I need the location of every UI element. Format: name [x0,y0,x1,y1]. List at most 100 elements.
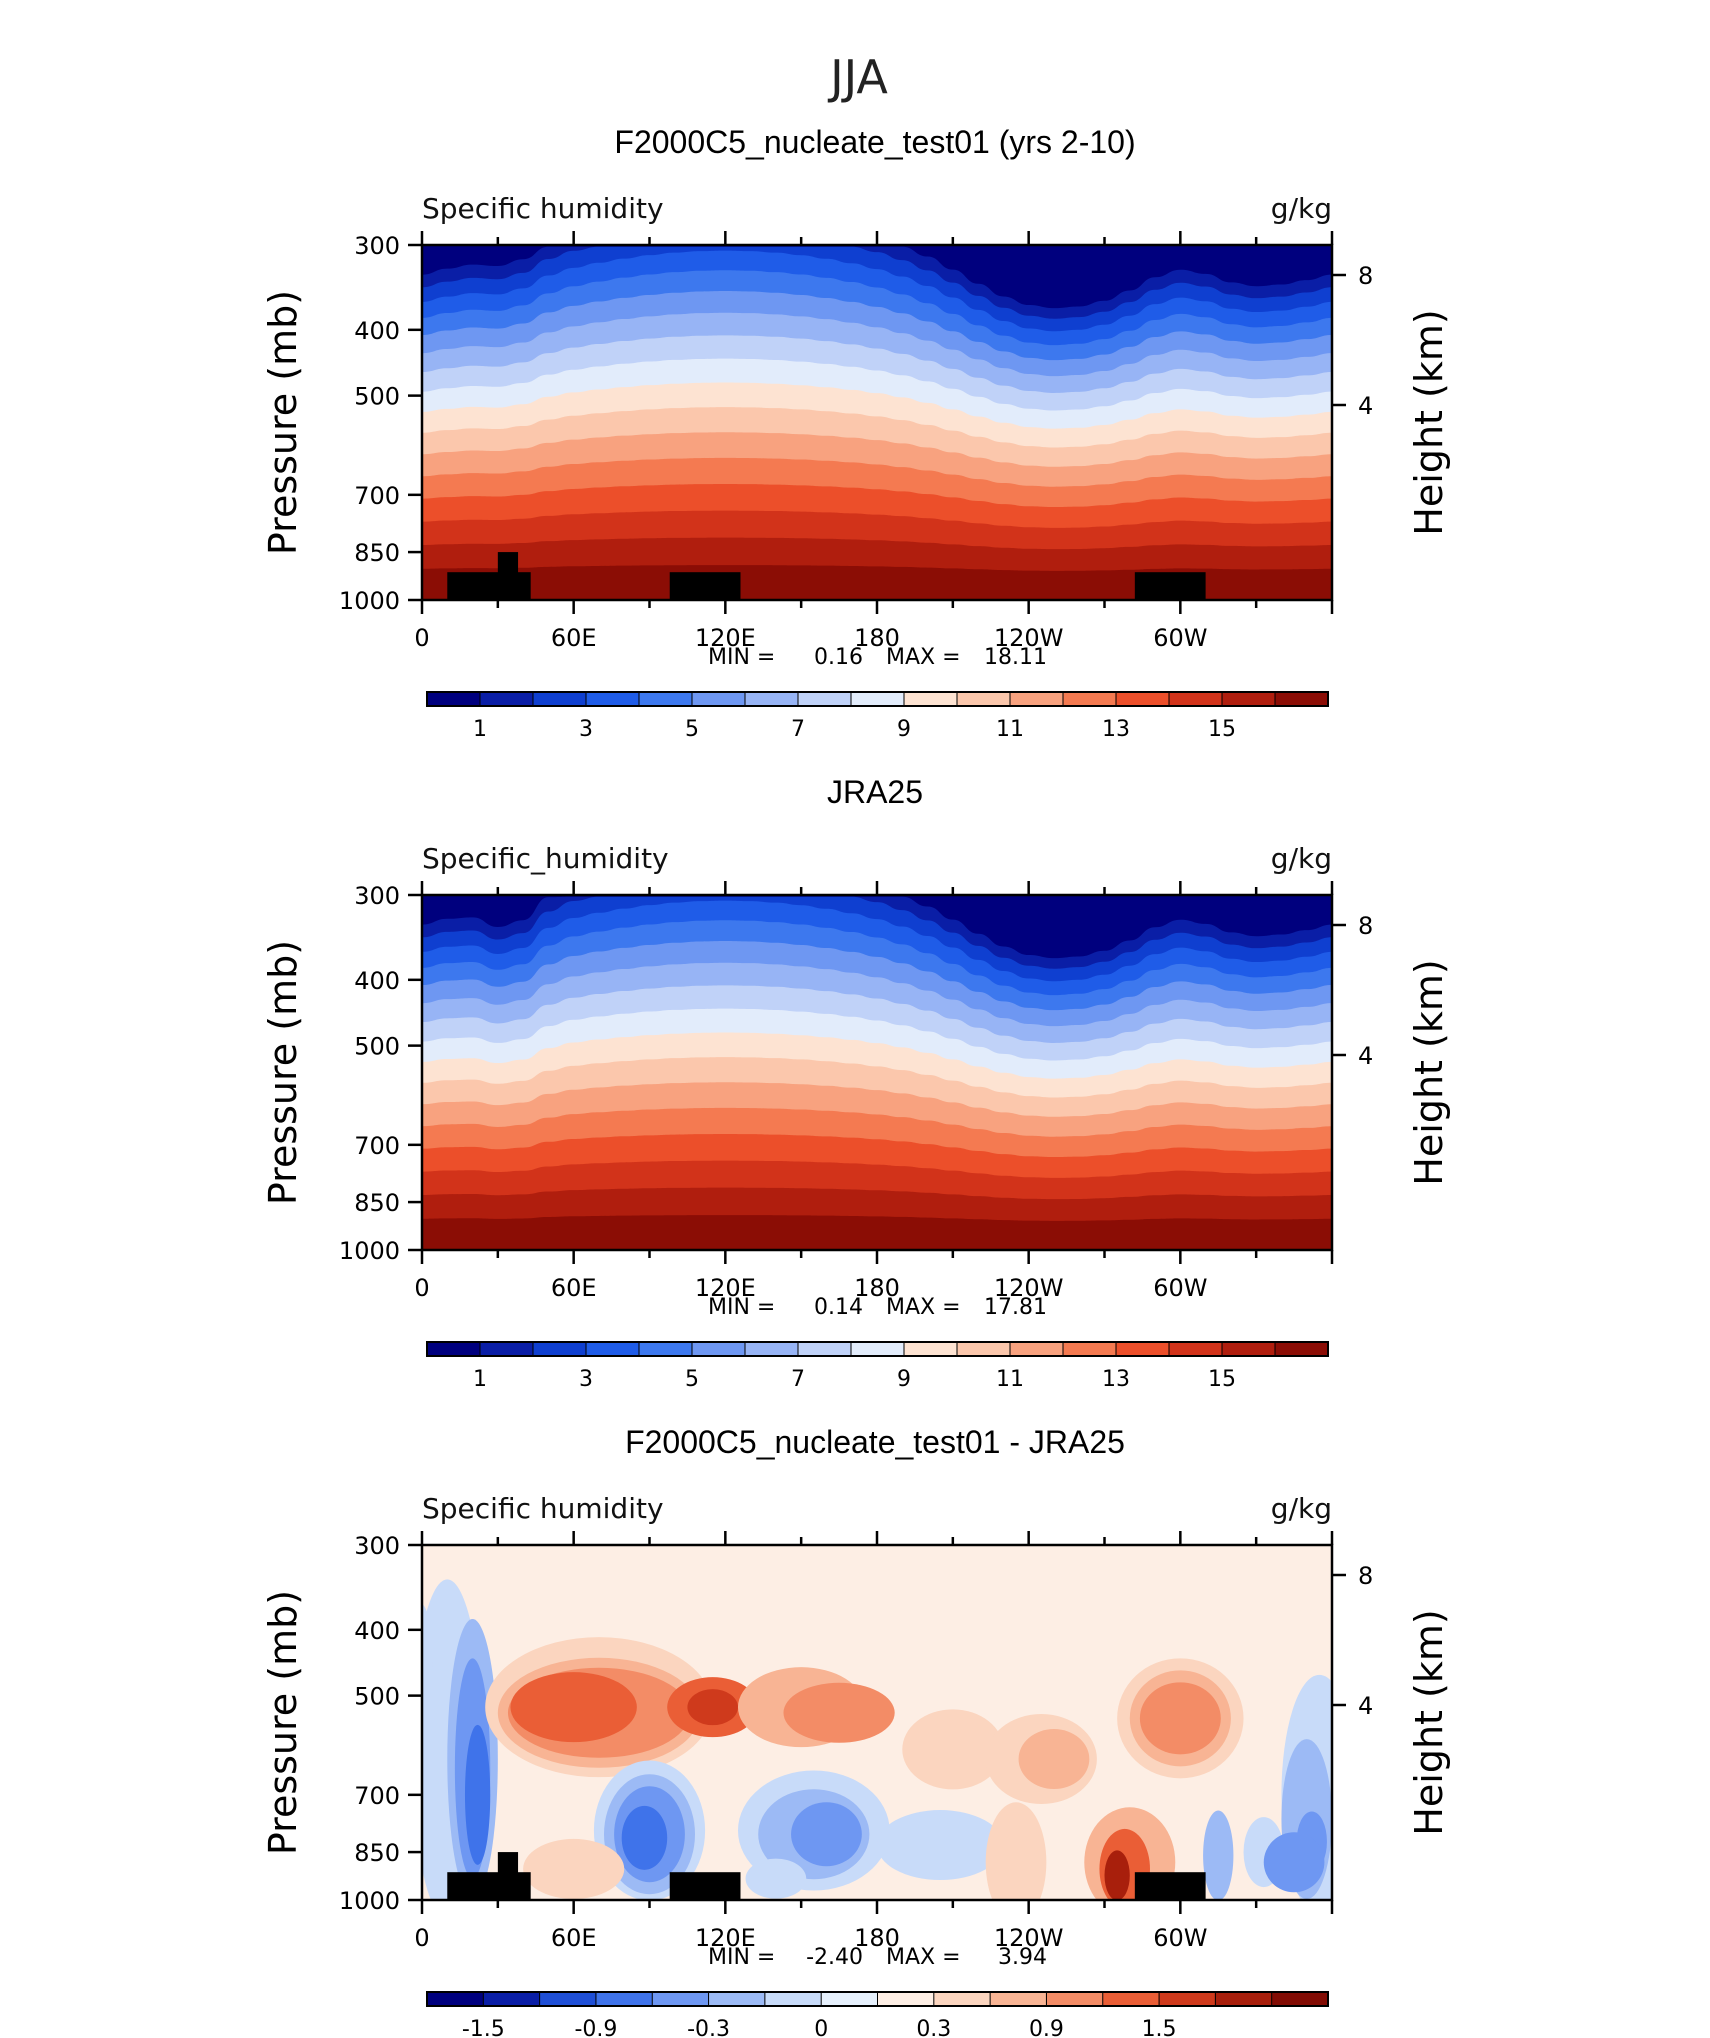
y-tick-label: 1000 [339,587,400,615]
colorbar-label: 15 [1208,717,1236,742]
x-tick-label: 120W [994,1924,1064,1952]
x-tick-label: 120E [695,1274,756,1302]
colorbar-cell [956,691,1011,707]
contour-blob-19 [902,1709,1004,1790]
colorbar-cell [1062,691,1117,707]
contour-blob-21 [1018,1729,1090,1790]
colorbar-label: 13 [1102,1367,1130,1392]
panel-title: F2000C5_nucleate_test01 - JRA25 [625,1424,1125,1460]
colorbar-cell [651,1991,710,2007]
x-tick-label: 0 [414,624,429,652]
colorbar-label: 5 [685,717,699,742]
colorbar-cell [585,1341,640,1357]
x-tick-label: 60W [1153,624,1207,652]
left-title: Specific humidity [422,192,664,225]
max-value: 17.81 [984,1295,1047,1320]
colorbar-cell [1062,1341,1117,1357]
colorbar-label: 0 [814,2017,828,2038]
x-tick-label: 180 [854,624,900,652]
colorbar-label: 9 [897,717,911,742]
colorbar-label: 5 [685,1367,699,1392]
contour-band-16 [422,565,1332,600]
max-value: 3.94 [998,1945,1047,1970]
y-tick-label: 700 [354,1782,400,1810]
x-tick-label: 60E [551,1924,597,1952]
colorbar-frame [426,1341,1329,1357]
colorbar-cell [539,1991,597,2007]
y-right-tick-label: 8 [1358,912,1373,940]
colorbar-cell [691,1341,746,1357]
x-tick-label: 120E [695,624,756,652]
colorbar-frame [426,691,1329,707]
panels: F2000C5_nucleate_test01 (yrs 2-10) Specif… [261,124,1451,2038]
contour-field [422,1545,1332,1900]
contour-field [422,245,1332,600]
y-tick-label: 300 [354,1532,400,1560]
colorbar-cell [691,691,746,707]
contour-blob-32 [1104,1850,1130,1900]
topography-africa [447,1872,531,1900]
y-right-tick-label: 8 [1358,262,1373,290]
colorbar-cell [989,1991,1048,2007]
colorbar-cell [1158,1991,1217,2007]
x-tick-label: 180 [854,1924,900,1952]
colorbar-frame [426,1991,1329,2007]
topography-africa [447,572,531,600]
colorbar-cell [903,1341,958,1357]
contour-blob-36 [1203,1810,1234,1900]
min-value: 0.16 [814,645,863,670]
y-right-axis-label: Height (km) [1407,959,1451,1185]
colorbar-cell [426,1991,485,2007]
colorbar-label: 13 [1102,717,1130,742]
colorbar-cell [744,691,799,707]
colorbar-cell [1168,1341,1223,1357]
x-tick-label: 60E [551,624,597,652]
colorbar-cell [1009,691,1064,707]
y-axis-label: Pressure (mb) [261,1590,305,1855]
colorbar-label: 11 [996,1367,1024,1392]
colorbar-cell [708,1991,766,2007]
contour-blob-35 [745,1858,807,1899]
x-tick-label: 120W [994,624,1064,652]
y-tick-label: 1000 [339,1237,400,1265]
colorbar-cell [585,691,640,707]
y-right-tick-label: 4 [1358,1692,1373,1720]
y-right-axis-label: Height (km) [1407,309,1451,535]
contour-blob-7 [422,1604,433,1725]
colorbar-label: -1.5 [462,2017,505,2038]
colorbar-cell [1045,1991,1104,2007]
colorbar-cell [903,691,958,707]
y-tick-label: 400 [354,1617,400,1645]
page-title: JJA [827,50,888,104]
contour-field [422,895,1332,1250]
contour-blob-38 [1263,1832,1325,1893]
min-value: -2.40 [806,1945,863,1970]
y-right-tick-label: 4 [1358,392,1373,420]
y-tick-label: 850 [354,1189,400,1217]
colorbar-cell [426,691,481,707]
topography-andes [1134,572,1206,600]
colorbar-label: 1.5 [1142,2017,1177,2038]
x-tick-label: 60E [551,1274,597,1302]
y-tick-label: 850 [354,539,400,567]
y-right-tick-label: 4 [1358,1042,1373,1070]
colorbar-cell [850,691,905,707]
colorbar-cell [797,691,852,707]
panel-1: F2000C5_nucleate_test01 (yrs 2-10) Specif… [261,124,1451,742]
x-tick-label: 120W [994,1274,1064,1302]
x-tick-label: 60W [1153,1274,1207,1302]
contour-band-16 [422,1215,1332,1250]
left-title: Specific humidity [422,1492,664,1525]
x-tick-label: 60W [1153,1924,1207,1952]
topography-peak [497,552,519,600]
y-axis-label: Pressure (mb) [261,940,305,1205]
colorbar-label: 0.9 [1029,2017,1064,2038]
contour-blob-13 [687,1689,738,1726]
colorbar-cell [744,1341,799,1357]
min-label: MIN = [708,645,775,670]
y-tick-label: 700 [354,482,400,510]
colorbar-label: 7 [791,1367,805,1392]
colorbar-label: 1 [473,717,487,742]
colorbar-cell [1274,1341,1329,1357]
